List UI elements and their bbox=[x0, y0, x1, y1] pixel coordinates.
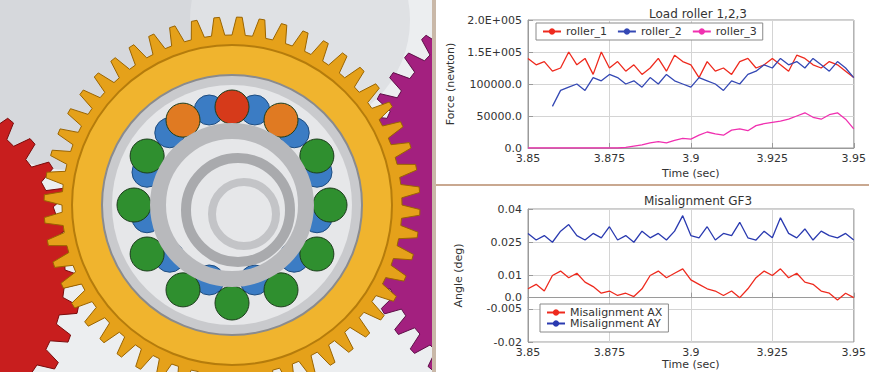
svg-text:3.875: 3.875 bbox=[594, 346, 626, 359]
svg-text:Force (newton): Force (newton) bbox=[444, 43, 457, 126]
svg-text:3.9: 3.9 bbox=[682, 152, 700, 165]
svg-text:0.01: 0.01 bbox=[498, 269, 523, 282]
svg-text:roller_1: roller_1 bbox=[566, 25, 607, 38]
svg-text:3.95: 3.95 bbox=[842, 152, 867, 165]
svg-text:-0.02: -0.02 bbox=[493, 335, 522, 349]
svg-text:roller_3: roller_3 bbox=[716, 25, 757, 38]
svg-text:Time (sec): Time (sec) bbox=[661, 167, 720, 180]
svg-text:Misalignment GF3: Misalignment GF3 bbox=[644, 194, 752, 208]
svg-text:1.5E+005: 1.5E+005 bbox=[467, 46, 522, 59]
svg-text:3.85: 3.85 bbox=[516, 346, 541, 359]
svg-text:Misalignment AX: Misalignment AX bbox=[570, 306, 663, 319]
svg-text:3.875: 3.875 bbox=[594, 152, 626, 165]
svg-text:-0.005: -0.005 bbox=[487, 302, 522, 315]
svg-text:3.85: 3.85 bbox=[516, 152, 541, 165]
svg-text:100000.0: 100000.0 bbox=[470, 78, 523, 91]
svg-text:2.0E+005: 2.0E+005 bbox=[467, 14, 522, 27]
svg-text:50000.0: 50000.0 bbox=[477, 110, 523, 123]
svg-text:3.925: 3.925 bbox=[757, 346, 789, 359]
svg-text:Load roller 1,2,3: Load roller 1,2,3 bbox=[649, 7, 747, 21]
svg-text:0.0: 0.0 bbox=[504, 141, 522, 155]
svg-text:roller_2: roller_2 bbox=[641, 25, 682, 38]
svg-text:3.925: 3.925 bbox=[757, 152, 789, 165]
svg-text:0.04: 0.04 bbox=[498, 203, 523, 216]
svg-text:0.0: 0.0 bbox=[505, 291, 523, 304]
svg-text:Angle (deg): Angle (deg) bbox=[452, 243, 465, 307]
svg-text:3.95: 3.95 bbox=[842, 346, 867, 359]
svg-text:0.025: 0.025 bbox=[491, 236, 523, 249]
svg-text:3.9: 3.9 bbox=[682, 346, 700, 359]
svg-text:Time (sec): Time (sec) bbox=[661, 358, 720, 371]
svg-text:Misalignment AY: Misalignment AY bbox=[570, 317, 661, 330]
